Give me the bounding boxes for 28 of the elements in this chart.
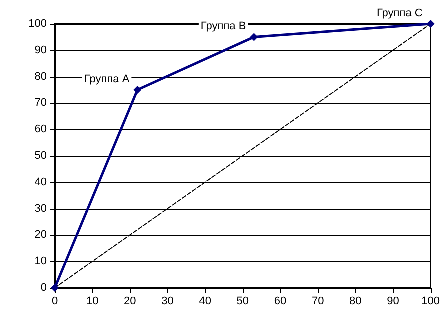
point xyxy=(250,33,258,42)
x-tick-label: 10 xyxy=(86,296,99,308)
annotation: Группа A xyxy=(84,74,130,86)
x-tick-label: 60 xyxy=(274,296,287,308)
y-tick-label: 30 xyxy=(34,202,47,215)
x-tick-label: 0 xyxy=(52,296,58,308)
y-tick-label: 70 xyxy=(34,97,47,110)
point xyxy=(134,86,142,94)
y-tick-label: 10 xyxy=(34,256,47,268)
y-tick-label: 80 xyxy=(34,70,47,83)
y-tick-label: 60 xyxy=(34,124,47,136)
x-tick-label: 20 xyxy=(124,296,136,308)
x-tick-label: 90 xyxy=(387,296,400,308)
annotation: Группа C xyxy=(376,8,423,20)
x-tick-label: 100 xyxy=(422,296,440,308)
y-tick-label: 50 xyxy=(34,150,47,162)
x-tick-label: 50 xyxy=(236,296,250,308)
point xyxy=(426,20,435,28)
y-tick-label: 0 xyxy=(40,282,47,294)
y-tick-label: 100 xyxy=(28,18,47,30)
y-tick-label: 40 xyxy=(34,176,47,188)
x-tick-label: 80 xyxy=(350,296,362,308)
x-tick-label: 40 xyxy=(199,296,212,308)
y-tick-label: 20 xyxy=(34,229,47,242)
x-tick-label: 70 xyxy=(312,296,324,308)
y-tick-label: 90 xyxy=(34,44,47,56)
x-tick-label: 30 xyxy=(162,296,174,308)
annotation: Группа B xyxy=(200,20,246,33)
